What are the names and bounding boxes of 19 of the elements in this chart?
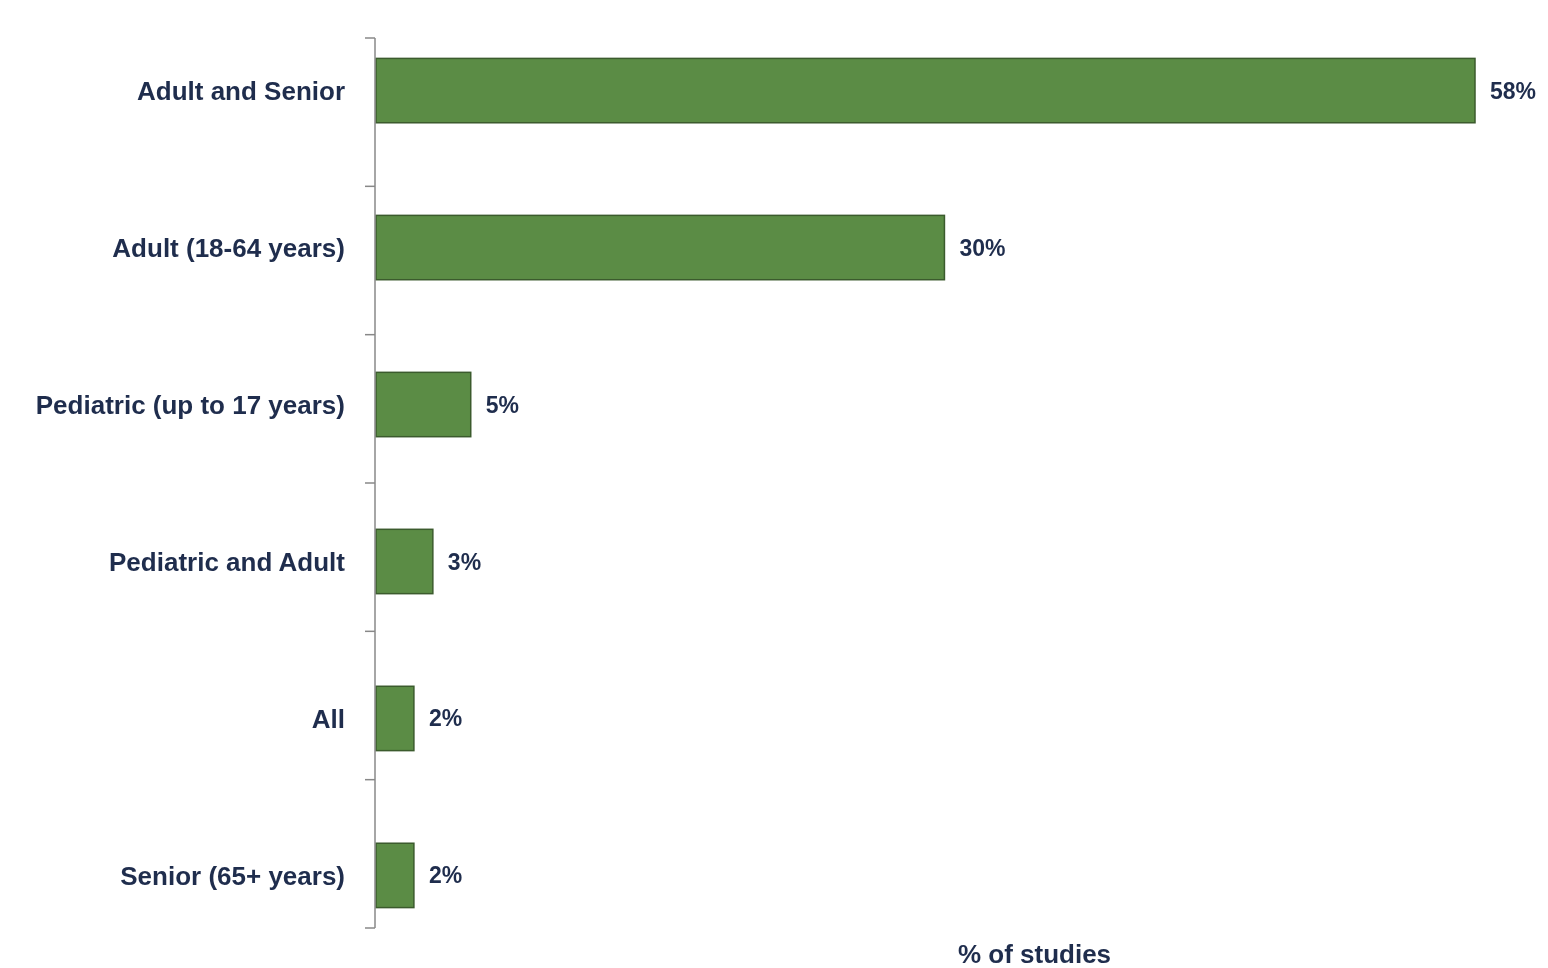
bar bbox=[375, 214, 946, 281]
data-label: 5% bbox=[485, 391, 519, 418]
data-label: 2% bbox=[428, 705, 463, 732]
data-label: 3% bbox=[447, 548, 482, 575]
y-tick-label: All bbox=[311, 703, 345, 734]
x-axis-title: % of studies bbox=[957, 939, 1112, 968]
y-tick-label: Pediatric and Adult bbox=[109, 546, 346, 577]
data-label: 2% bbox=[428, 862, 463, 889]
bar bbox=[375, 842, 415, 909]
bar bbox=[375, 371, 472, 438]
y-tick-label: Pediatric (up to 17 years) bbox=[35, 389, 345, 420]
bar bbox=[375, 528, 434, 595]
bar bbox=[375, 57, 1476, 124]
bar bbox=[375, 685, 415, 752]
y-tick-label: Adult and Senior bbox=[137, 75, 345, 106]
y-tick-label: Senior (65+ years) bbox=[120, 860, 345, 891]
data-label: 58% bbox=[1490, 77, 1537, 104]
y-tick-label: Adult (18-64 years) bbox=[112, 232, 345, 263]
data-label: 30% bbox=[959, 234, 1006, 261]
